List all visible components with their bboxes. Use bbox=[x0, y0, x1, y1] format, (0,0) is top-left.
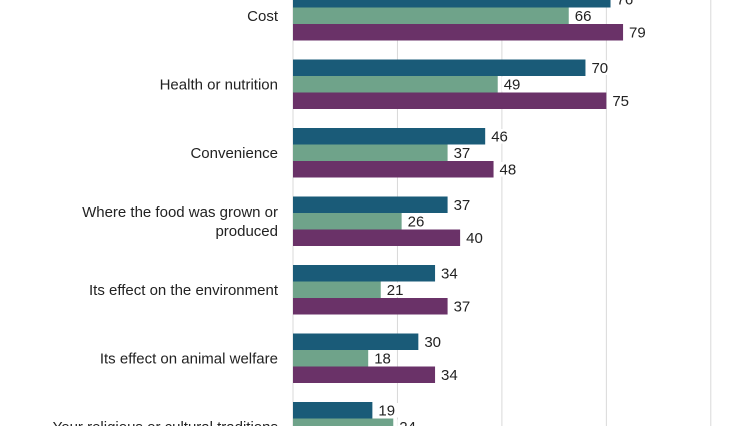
bar bbox=[293, 128, 486, 145]
bars bbox=[293, 0, 624, 426]
value-label: 48 bbox=[500, 161, 517, 178]
value-label: 26 bbox=[408, 213, 425, 230]
bar bbox=[293, 229, 461, 246]
value-label: 40 bbox=[466, 230, 483, 247]
value-label-bg bbox=[489, 129, 514, 144]
bar bbox=[293, 298, 448, 315]
bar bbox=[293, 366, 436, 383]
value-label-bg bbox=[422, 334, 447, 349]
bar bbox=[293, 418, 394, 426]
bar bbox=[293, 0, 611, 8]
value-label: 30 bbox=[424, 334, 441, 351]
value-label: 49 bbox=[504, 76, 521, 93]
value-label: 66 bbox=[575, 8, 592, 25]
value-label-bg bbox=[439, 367, 464, 382]
category-label: Health or nutrition bbox=[160, 76, 278, 93]
bar bbox=[293, 402, 373, 419]
bar bbox=[293, 350, 369, 367]
bar bbox=[293, 7, 569, 24]
value-label-bg bbox=[614, 0, 639, 7]
bar bbox=[293, 213, 402, 230]
bar bbox=[293, 24, 624, 41]
value-label-bg bbox=[451, 299, 476, 314]
category-label: Its effect on the environment bbox=[89, 282, 279, 299]
value-label: 76 bbox=[617, 0, 634, 8]
value-label: 21 bbox=[387, 282, 404, 299]
value-label-bg bbox=[451, 197, 476, 212]
category-label: Convenience bbox=[190, 145, 278, 162]
value-label-bg bbox=[627, 25, 652, 40]
value-label-bg bbox=[572, 8, 597, 23]
value-label: 19 bbox=[378, 402, 395, 419]
value-label: 37 bbox=[454, 145, 471, 162]
value-label-bg bbox=[384, 282, 409, 297]
bar bbox=[293, 92, 607, 109]
value-label: 34 bbox=[441, 367, 458, 384]
category-labels: Cost Health or nutrition Convenience Where … bbox=[53, 8, 279, 426]
value-label: 37 bbox=[454, 298, 471, 315]
value-label: 18 bbox=[374, 350, 391, 367]
category-label: Its effect on animal welfare bbox=[100, 350, 278, 367]
value-label: 46 bbox=[491, 128, 508, 145]
bar bbox=[293, 59, 586, 76]
value-label-bg bbox=[376, 403, 401, 418]
bar bbox=[293, 265, 436, 282]
value-label-bg bbox=[610, 93, 635, 108]
value-label-bg bbox=[439, 266, 464, 281]
value-label-bg bbox=[397, 419, 422, 426]
value-label: 37 bbox=[454, 197, 471, 214]
value-label-bg bbox=[589, 60, 614, 75]
category-label: Your religious or cultural traditions bbox=[53, 419, 278, 426]
value-label-bg bbox=[501, 77, 526, 92]
value-label-bg bbox=[497, 162, 522, 177]
category-label: Where the food was grown or produced bbox=[82, 204, 278, 240]
value-label: 79 bbox=[629, 24, 646, 41]
value-labels: 76 66 79 70 49 75 46 37 48 37 26 40 34 21 37 30 18 34 19 24 bbox=[372, 0, 652, 426]
value-label: 70 bbox=[591, 60, 608, 77]
bar bbox=[293, 196, 448, 213]
bar bbox=[293, 281, 381, 298]
bar bbox=[293, 76, 498, 93]
value-label: 24 bbox=[399, 419, 416, 426]
value-label-bg bbox=[451, 145, 476, 160]
bar bbox=[293, 333, 419, 350]
value-label: 75 bbox=[612, 93, 629, 110]
value-label-bg bbox=[464, 230, 489, 245]
value-label-bg bbox=[372, 351, 397, 366]
value-label-bg bbox=[405, 214, 430, 229]
bar bbox=[293, 161, 494, 178]
bar bbox=[293, 144, 448, 161]
value-label: 34 bbox=[441, 265, 458, 282]
category-label: Cost bbox=[247, 8, 279, 25]
